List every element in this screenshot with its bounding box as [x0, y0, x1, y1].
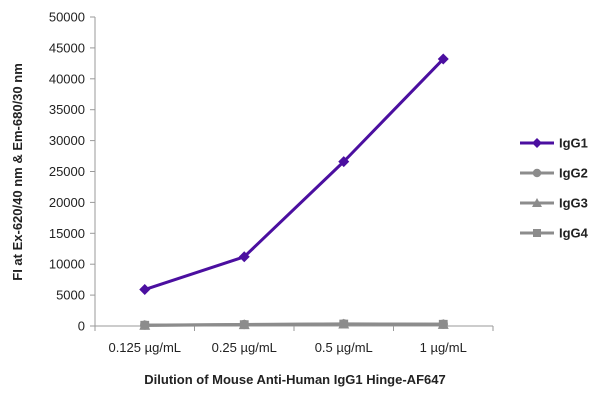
series-line-igg1: [144, 57, 445, 291]
series-igg2: [140, 319, 448, 330]
legend-item-igg2: IgG2: [520, 166, 588, 181]
y-tick-labels: 0 5000 10000 15000 20000 25000 30000 35000 40000…: [49, 10, 95, 334]
data-point-igg1: [238, 251, 250, 263]
y-tick-label: 0: [78, 319, 85, 334]
y-tick-label: 30000: [49, 133, 85, 148]
legend-label: IgG4: [559, 226, 589, 241]
y-tick-label: 50000: [49, 10, 85, 25]
y-tick-label: 15000: [49, 226, 85, 241]
x-tick-labels: 0.125 µg/mL 0.25 µg/mL 0.5 µg/mL 1 µg/mL: [94, 326, 494, 355]
series-group: [139, 53, 449, 330]
data-point-igg2: [438, 319, 448, 329]
y-axis-title: FI at Ex-620/40 nm & Em-680/30 nm: [10, 63, 25, 280]
legend-item-igg3: IgG3: [520, 196, 588, 211]
data-point-igg1: [139, 284, 151, 296]
y-tick-label: 45000: [49, 40, 85, 55]
x-tick-label: 0.5 µg/mL: [315, 340, 373, 355]
legend: IgG1 IgG2 IgG3 IgG4: [520, 136, 589, 241]
y-tick-label: 20000: [49, 195, 85, 210]
x-tick-label: 0.25 µg/mL: [212, 340, 277, 355]
y-tick-label: 40000: [49, 71, 85, 86]
legend-item-igg1: IgG1: [520, 136, 588, 151]
x-tick-label: 0.125 µg/mL: [108, 340, 181, 355]
legend-swatch-marker: [532, 138, 542, 148]
series-line-igg2: [144, 322, 444, 327]
legend-item-igg4: IgG4: [520, 226, 589, 241]
data-point-igg2: [140, 320, 150, 330]
data-point-igg2: [239, 319, 249, 330]
data-point-igg1: [437, 53, 449, 65]
legend-swatch-marker: [532, 198, 542, 207]
y-tick-label: 10000: [49, 257, 85, 272]
x-axis-title: Dilution of Mouse Anti-Human IgG1 Hinge-…: [144, 372, 445, 387]
x-tick-label: 1 µg/mL: [420, 340, 467, 355]
legend-label: IgG1: [559, 136, 588, 151]
y-tick-label: 35000: [49, 102, 85, 117]
data-point-igg2: [339, 319, 349, 329]
legend-swatch-marker: [533, 229, 541, 237]
data-point-igg1: [338, 156, 350, 168]
legend-swatch-marker: [532, 168, 542, 178]
y-tick-label: 5000: [56, 288, 85, 303]
legend-label: IgG3: [559, 196, 588, 211]
legend-label: IgG2: [559, 166, 588, 181]
series-igg1: [139, 53, 449, 296]
axes: [94, 17, 493, 327]
y-tick-label: 25000: [49, 164, 85, 179]
